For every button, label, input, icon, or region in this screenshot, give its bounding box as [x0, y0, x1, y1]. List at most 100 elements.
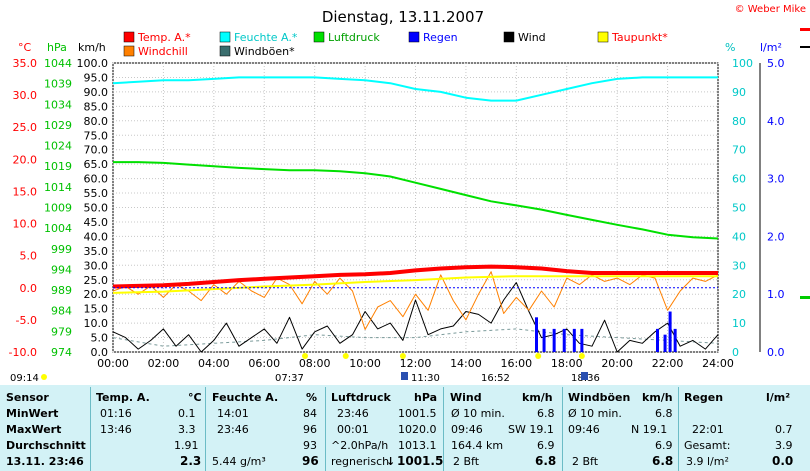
tick-label-wind: 60.0: [84, 173, 109, 186]
pressure-unit-label: hPa: [47, 41, 67, 54]
tick-label-wind: 90.0: [84, 86, 109, 99]
tick-label-pressure: 984: [51, 305, 72, 318]
axis-unit-labels: °C hPa km/h % l/m²: [18, 41, 782, 54]
tick-label-humidity: 50: [732, 202, 746, 215]
legend-swatch-temp: [123, 31, 135, 43]
tick-label-temp: -10.0: [9, 346, 37, 359]
header-pressure-unit: hPa: [414, 391, 438, 404]
header-temp: Temp. A.: [96, 391, 150, 404]
cell: 164.4 km: [451, 439, 504, 452]
statistics-table: Sensor Temp. A. °C Feuchte A. % Luftdruc…: [0, 385, 810, 471]
rain-bar: [673, 328, 677, 352]
trend-down-icon: ↓: [386, 455, 396, 468]
tick-label-pressure: 1009: [44, 202, 72, 215]
x-tick-label: 00:00: [97, 357, 129, 370]
tick-label-rain: 2.0: [767, 230, 785, 243]
header-gust: Windböen: [568, 391, 631, 404]
tick-label-temp: 15.0: [13, 185, 38, 198]
header-wind-unit: km/h: [522, 391, 553, 404]
row-label: 13.11. 23:46: [6, 455, 84, 468]
tick-label-humidity: 10: [732, 317, 746, 330]
tick-label-temp: 25.0: [13, 121, 38, 134]
tick-label-temp: 10.0: [13, 218, 38, 231]
tick-label-wind: 80.0: [84, 115, 109, 128]
chart-legend: Temp. A.* Feuchte A.* Luftdruck Regen Wind Ta…: [123, 31, 668, 58]
legend-label-wind: Wind: [518, 31, 546, 44]
cell: 09:46: [568, 423, 600, 436]
tick-label-wind: 5.0: [91, 332, 109, 345]
series-luftdruck: [113, 161, 719, 240]
tick-label-pressure: 1014: [44, 181, 72, 194]
time-marker-label: 09:14: [10, 373, 39, 384]
cell: 2.3: [180, 454, 202, 468]
header-humidity-unit: %: [306, 391, 318, 404]
row-label: MinWert: [6, 407, 59, 420]
cell: 96: [302, 454, 319, 468]
tick-label-wind: 65.0: [84, 158, 109, 171]
x-tick-label: 24:00: [702, 357, 734, 370]
tick-label-humidity: 60: [732, 173, 746, 186]
legend-swatch-pressure: [313, 31, 325, 43]
tick-label-wind: 85.0: [84, 100, 109, 113]
cell: 01:16: [100, 407, 132, 420]
header-gust-unit: km/h: [642, 391, 673, 404]
x-tick-label: 14:00: [450, 357, 482, 370]
tick-label-humidity: 100: [732, 57, 753, 70]
legend-swatch-rain: [408, 31, 420, 43]
sun-marker-icon: [41, 374, 47, 380]
tick-label-humidity: 0: [732, 346, 739, 359]
tick-label-rain: 4.0: [767, 115, 785, 128]
temp-unit-label: °C: [18, 41, 32, 54]
cell: 3.3: [178, 423, 196, 436]
chart-title: Dienstag, 13.11.2007: [322, 8, 484, 26]
tick-label-wind: 70.0: [84, 144, 109, 157]
series-taupunkt: [112, 275, 718, 294]
legend-swatch-dewpoint: [597, 31, 609, 43]
legend-label-gust: Windböen*: [234, 45, 295, 58]
legend-swatch-humidity: [219, 31, 231, 43]
table-row: 13.11. 23:46 2.3 5.44 g/m³ 96 regnerisch…: [0, 454, 810, 469]
legend-label-pressure: Luftdruck: [328, 31, 380, 44]
header-rain: Regen: [684, 391, 724, 404]
tick-label-wind: 40.0: [84, 230, 109, 243]
x-tick-label: 06:00: [248, 357, 280, 370]
sun-marker-icon: [578, 353, 585, 359]
cell: 84: [303, 407, 317, 420]
legend-label-rain: Regen: [423, 31, 458, 44]
cell: 6.8: [535, 454, 557, 468]
legend-label-windchill: Windchill: [138, 45, 188, 58]
series-windben: [112, 328, 719, 347]
series-wind: [112, 282, 719, 353]
cell: 3.9 l/m²: [686, 455, 729, 468]
time-marker-label: 07:37: [275, 373, 304, 384]
data-series: [112, 76, 719, 353]
legend-label-temp: Temp. A.*: [137, 31, 191, 44]
cell: 5.44 g/m³: [212, 455, 266, 468]
series-feuchtea: [112, 76, 718, 102]
cell: 6.9: [655, 439, 673, 452]
tick-label-wind: 20.0: [84, 288, 109, 301]
rain-bar: [663, 334, 667, 352]
tick-label-wind: 50.0: [84, 202, 109, 215]
cell: 93: [303, 439, 317, 452]
tick-label-pressure: 989: [51, 284, 72, 297]
tick-label-temp: 5.0: [20, 250, 38, 263]
rain-bar: [580, 328, 584, 352]
tick-label-rain: 5.0: [767, 57, 785, 70]
x-tick-label: 02:00: [148, 357, 180, 370]
copyright-text: © Weber Mike: [735, 4, 806, 15]
tick-label-wind: 55.0: [84, 187, 109, 200]
cell: 14:01: [217, 407, 249, 420]
cell: SW 19.1: [508, 423, 554, 436]
table-header-row: Sensor Temp. A. °C Feuchte A. % Luftdruc…: [0, 390, 810, 405]
cell: 09:46: [451, 423, 483, 436]
tick-label-wind: 25.0: [84, 274, 109, 287]
table-row: MinWert 01:16 0.1 14:01 84 23:46 1001.5 …: [0, 406, 810, 421]
tick-label-rain: 0.0: [767, 346, 785, 359]
cell: Ø 10 min.: [451, 407, 505, 420]
rain-unit-label: l/m²: [760, 41, 782, 54]
cell: 6.8: [537, 407, 555, 420]
tick-label-pressure: 979: [51, 325, 72, 338]
tick-label-rain: 1.0: [767, 288, 785, 301]
rain-bar: [535, 317, 538, 352]
